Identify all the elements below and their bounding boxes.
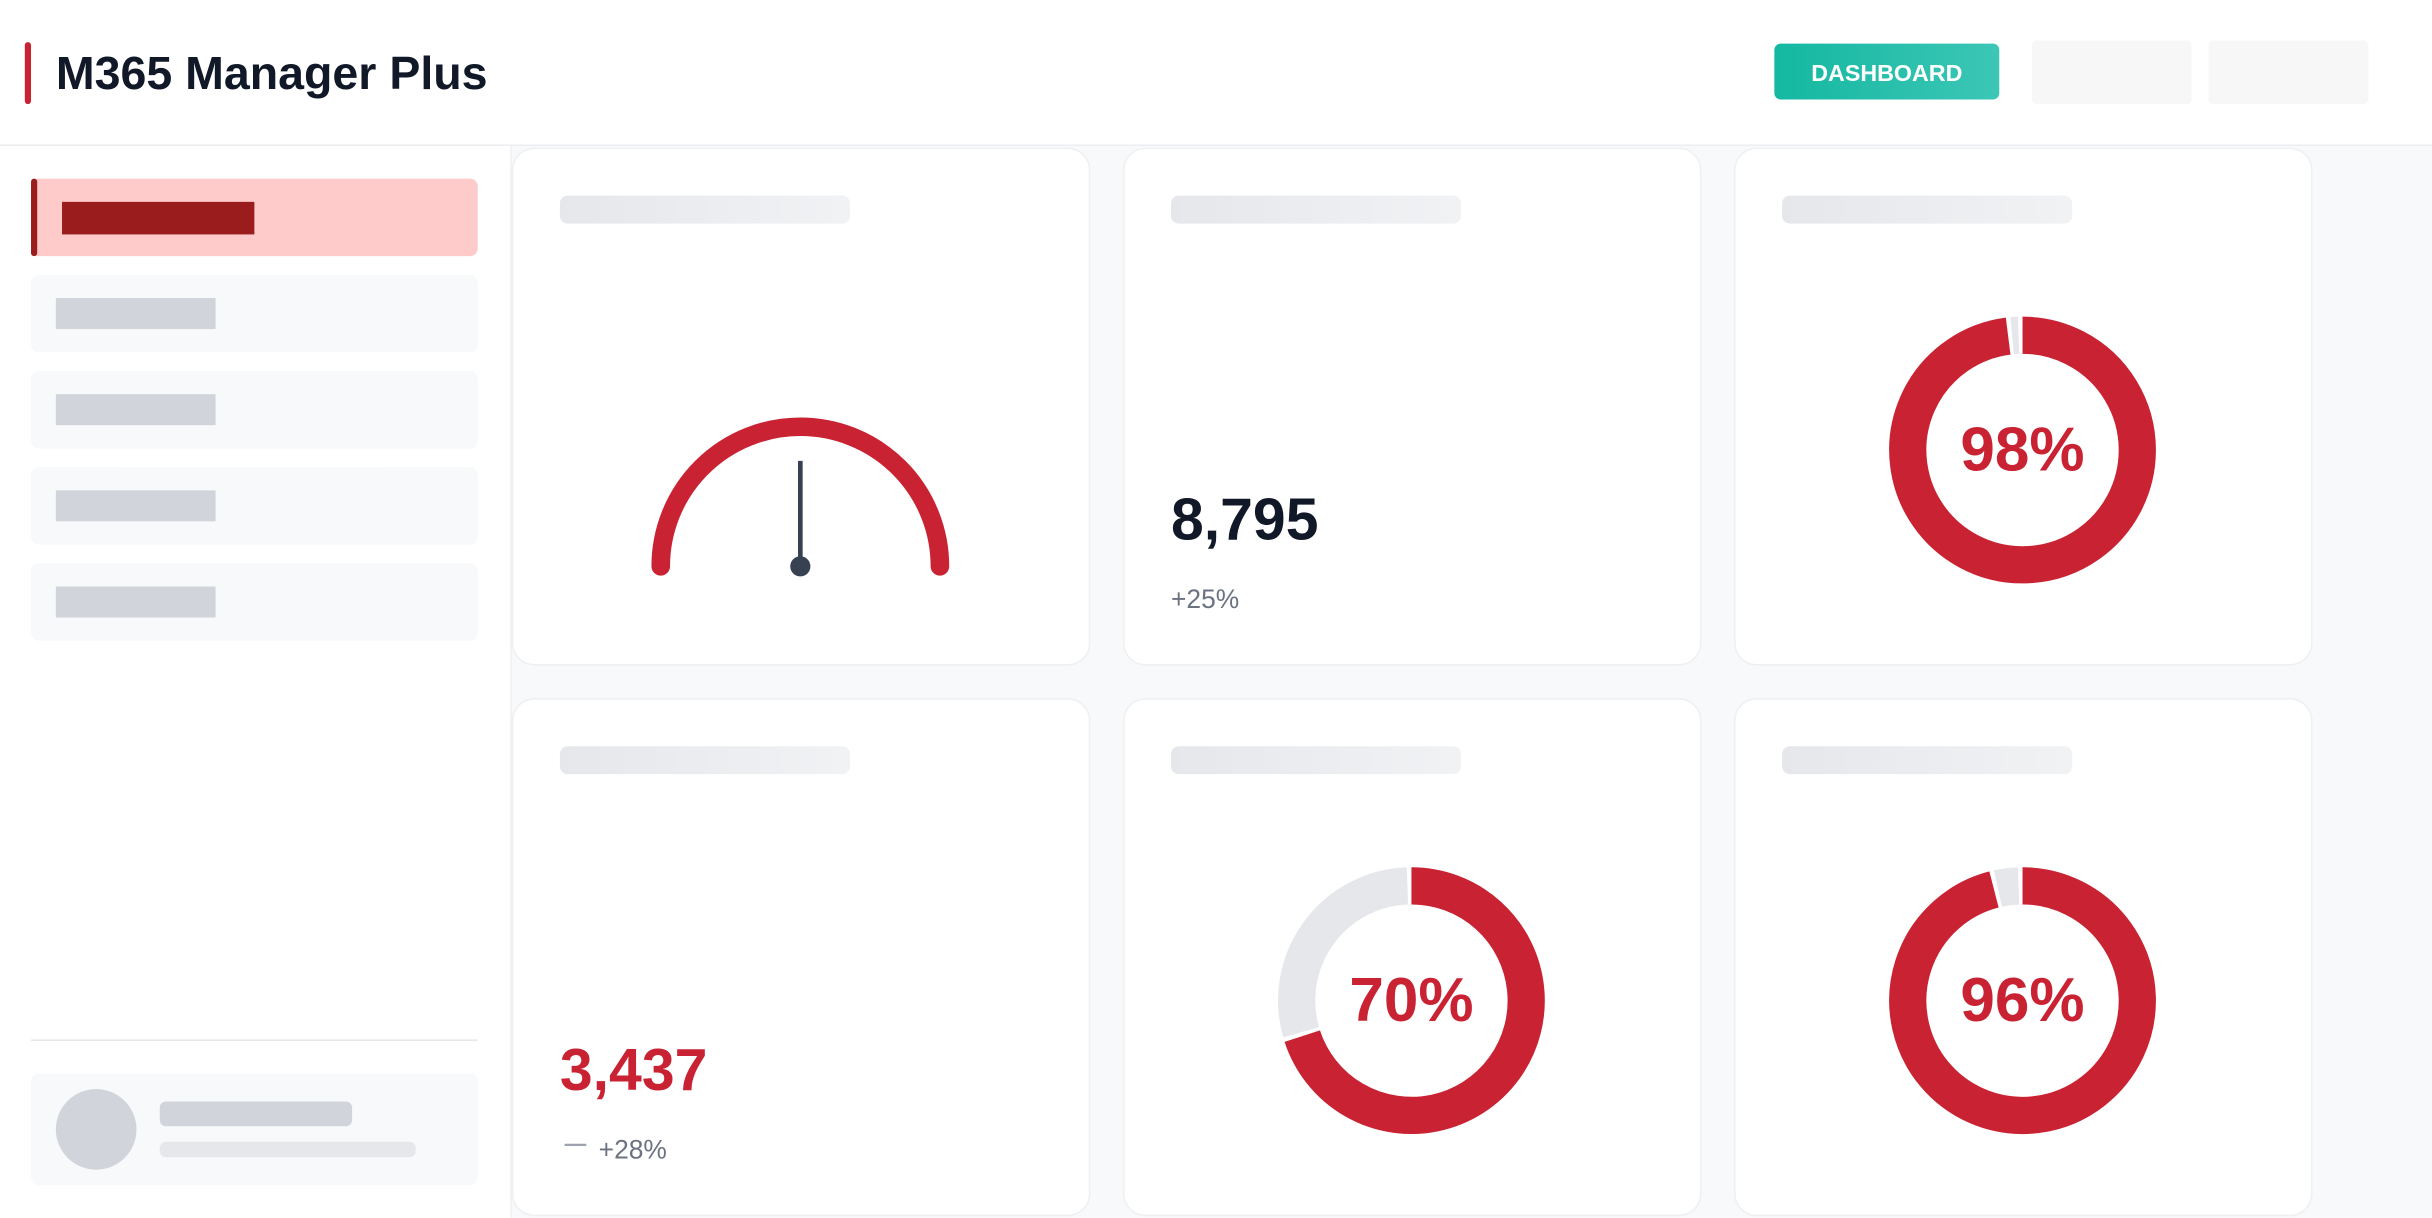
button-bg[interactable] [1774, 43, 2000, 100]
donut-remainder [1278, 867, 1409, 1038]
card [1122, 147, 1702, 666]
nav-label-placeholder [55, 394, 216, 426]
gauge-arc [651, 417, 950, 576]
card [1734, 147, 2313, 666]
active-indicator [31, 178, 38, 257]
nav-placeholder[interactable] [2208, 40, 2369, 105]
card-title-placeholder [1782, 195, 2073, 224]
header [0, 0, 2432, 145]
nav-item[interactable] [31, 274, 478, 353]
donut-label: 96% [1960, 966, 2084, 1035]
nav-label-placeholder [62, 201, 255, 235]
dashboard-button[interactable]: DASHBOARD [1774, 43, 2000, 100]
nav-placeholder[interactable] [2031, 40, 2192, 105]
card-title-placeholder [1782, 746, 2073, 775]
nav-label-placeholder [55, 490, 216, 522]
card-title-placeholder [1171, 746, 1462, 775]
donut-arc [1284, 867, 1545, 1134]
card-title-placeholder [559, 746, 850, 775]
button-label[interactable]: DASHBOARD [1811, 60, 1962, 86]
card [1122, 698, 1702, 1217]
card-title-placeholder [1171, 195, 1462, 224]
card [511, 147, 1091, 666]
user-email-placeholder [159, 1141, 416, 1158]
donut-arc [1889, 316, 2156, 584]
gauge-hub [790, 556, 811, 577]
accent-bar [24, 42, 32, 105]
user-name-placeholder [159, 1101, 353, 1127]
nav-label-placeholder [55, 586, 216, 618]
donut-label: 98% [1960, 416, 2084, 485]
sidebar [31, 178, 478, 1186]
metric-change: +25% [1171, 584, 1239, 614]
card-title-placeholder [559, 195, 850, 224]
metric-value: 8,795 [1171, 487, 1318, 552]
donut-label: 70% [1349, 966, 1473, 1035]
donut-arc [1889, 867, 2156, 1134]
nav-item[interactable] [31, 370, 478, 449]
avatar [55, 1089, 137, 1170]
nav-label-placeholder [55, 298, 216, 330]
app-title: M365 Manager Plus [56, 47, 488, 99]
metric-change: +28% [599, 1135, 667, 1165]
metric-value: 3,437 [560, 1038, 707, 1103]
card [1734, 698, 2313, 1217]
nav-item[interactable] [31, 563, 478, 641]
user-box[interactable] [31, 1073, 478, 1186]
donut-remainder [1993, 867, 2020, 907]
card [511, 698, 1091, 1217]
nav-item[interactable] [31, 467, 478, 545]
